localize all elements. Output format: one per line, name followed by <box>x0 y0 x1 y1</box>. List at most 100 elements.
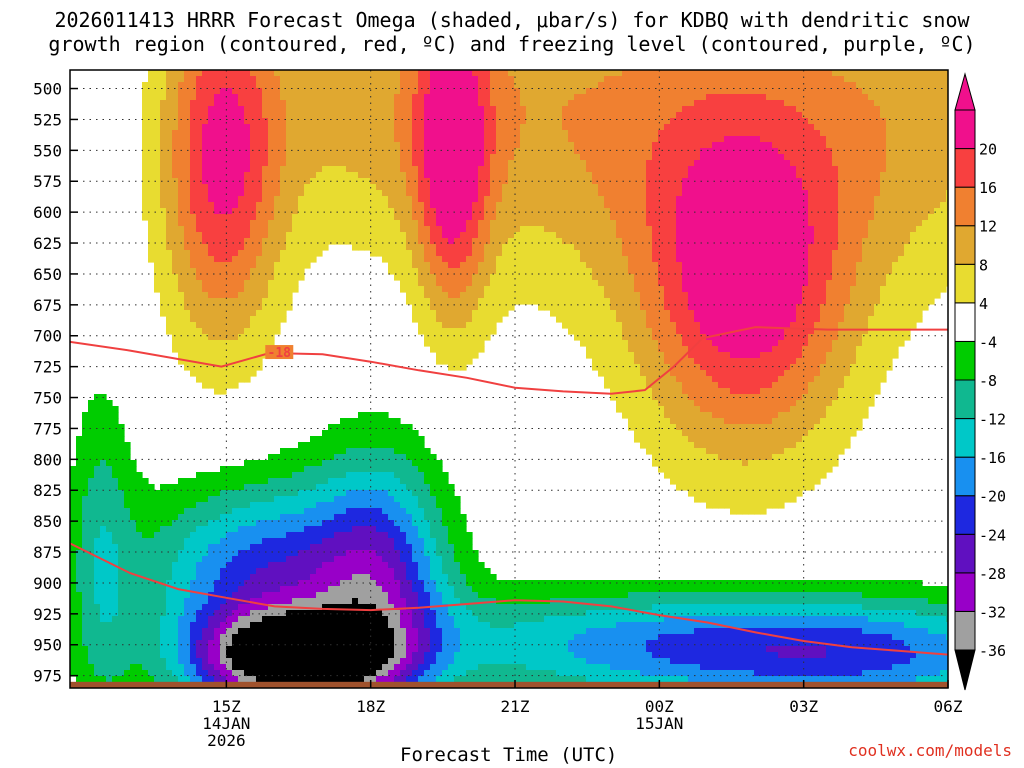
omega-cell <box>454 94 461 101</box>
omega-cell <box>442 628 449 635</box>
omega-cell <box>250 202 257 209</box>
omega-cell <box>268 478 275 485</box>
omega-cell <box>220 334 227 341</box>
omega-cell <box>394 184 401 191</box>
omega-cell <box>94 460 101 467</box>
omega-cell <box>442 238 449 245</box>
omega-cell <box>370 460 377 467</box>
omega-cell <box>280 82 287 89</box>
omega-cell <box>244 274 251 281</box>
omega-cell <box>358 112 365 119</box>
omega-cell <box>250 322 257 329</box>
omega-cell <box>292 112 299 119</box>
omega-cell <box>190 280 197 287</box>
omega-cell <box>358 202 365 209</box>
omega-cell <box>424 196 431 203</box>
omega-cell <box>226 70 233 77</box>
omega-cell <box>214 112 221 119</box>
omega-cell <box>406 244 413 251</box>
omega-cell <box>250 118 257 125</box>
omega-cell <box>454 202 461 209</box>
omega-cell <box>436 520 443 527</box>
omega-cell <box>76 592 83 599</box>
omega-cell <box>226 358 233 365</box>
omega-cell <box>442 304 449 311</box>
omega-cell <box>406 280 413 287</box>
omega-cell <box>466 160 473 167</box>
omega-cell <box>334 598 341 605</box>
omega-cell <box>238 262 245 269</box>
omega-cell <box>364 418 371 425</box>
omega-cell <box>460 274 467 281</box>
omega-cell <box>292 544 299 551</box>
omega-cell <box>328 550 335 557</box>
omega-cell <box>292 478 299 485</box>
omega-cell <box>298 106 305 113</box>
omega-cell <box>286 676 293 683</box>
omega-cell <box>466 346 473 353</box>
omega-cell <box>136 502 143 509</box>
omega-cell <box>448 148 455 155</box>
omega-cell <box>136 574 143 581</box>
omega-cell <box>316 640 323 647</box>
omega-cell <box>184 562 191 569</box>
omega-cell <box>382 148 389 155</box>
omega-cell <box>184 280 191 287</box>
omega-cell <box>412 484 419 491</box>
omega-cell <box>310 490 317 497</box>
omega-cell <box>76 508 83 515</box>
omega-cell <box>268 340 275 347</box>
omega-cell <box>118 616 125 623</box>
omega-cell <box>316 466 323 473</box>
omega-cell <box>178 232 185 239</box>
omega-cell <box>94 640 101 647</box>
omega-cell <box>202 352 209 359</box>
omega-cell <box>454 514 461 521</box>
omega-cell <box>454 574 461 581</box>
omega-cell <box>154 148 161 155</box>
omega-cell <box>376 604 383 611</box>
omega-cell <box>250 490 257 497</box>
omega-cell <box>244 130 251 137</box>
omega-cell <box>172 322 179 329</box>
omega-cell <box>178 220 185 227</box>
omega-cell <box>178 664 185 671</box>
omega-cell <box>202 112 209 119</box>
omega-cell <box>424 220 431 227</box>
omega-cell <box>364 610 371 617</box>
omega-cell <box>268 136 275 143</box>
omega-cell <box>166 106 173 113</box>
omega-cell <box>232 382 239 389</box>
omega-cell <box>130 610 137 617</box>
omega-cell <box>250 634 257 641</box>
omega-cell <box>448 70 455 77</box>
omega-cell <box>232 592 239 599</box>
omega-cell <box>382 124 389 131</box>
omega-cell <box>256 526 263 533</box>
omega-cell <box>292 490 299 497</box>
omega-cell <box>448 538 455 545</box>
omega-cell <box>82 460 89 467</box>
omega-cell <box>178 106 185 113</box>
omega-cell <box>172 676 179 683</box>
omega-cell <box>460 610 467 617</box>
omega-cell <box>130 616 137 623</box>
omega-cell <box>232 640 239 647</box>
omega-cell <box>82 622 89 629</box>
omega-cell <box>424 256 431 263</box>
omega-cell <box>340 232 347 239</box>
omega-cell <box>364 124 371 131</box>
omega-cell <box>154 640 161 647</box>
omega-cell <box>406 562 413 569</box>
omega-cell <box>94 634 101 641</box>
omega-cell <box>442 514 449 521</box>
omega-cell <box>244 328 251 335</box>
omega-cell <box>376 130 383 137</box>
omega-cell <box>286 574 293 581</box>
omega-cell <box>298 202 305 209</box>
omega-cell <box>190 670 197 677</box>
omega-cell <box>184 124 191 131</box>
omega-cell <box>208 274 215 281</box>
omega-cell <box>370 556 377 563</box>
omega-cell <box>334 442 341 449</box>
